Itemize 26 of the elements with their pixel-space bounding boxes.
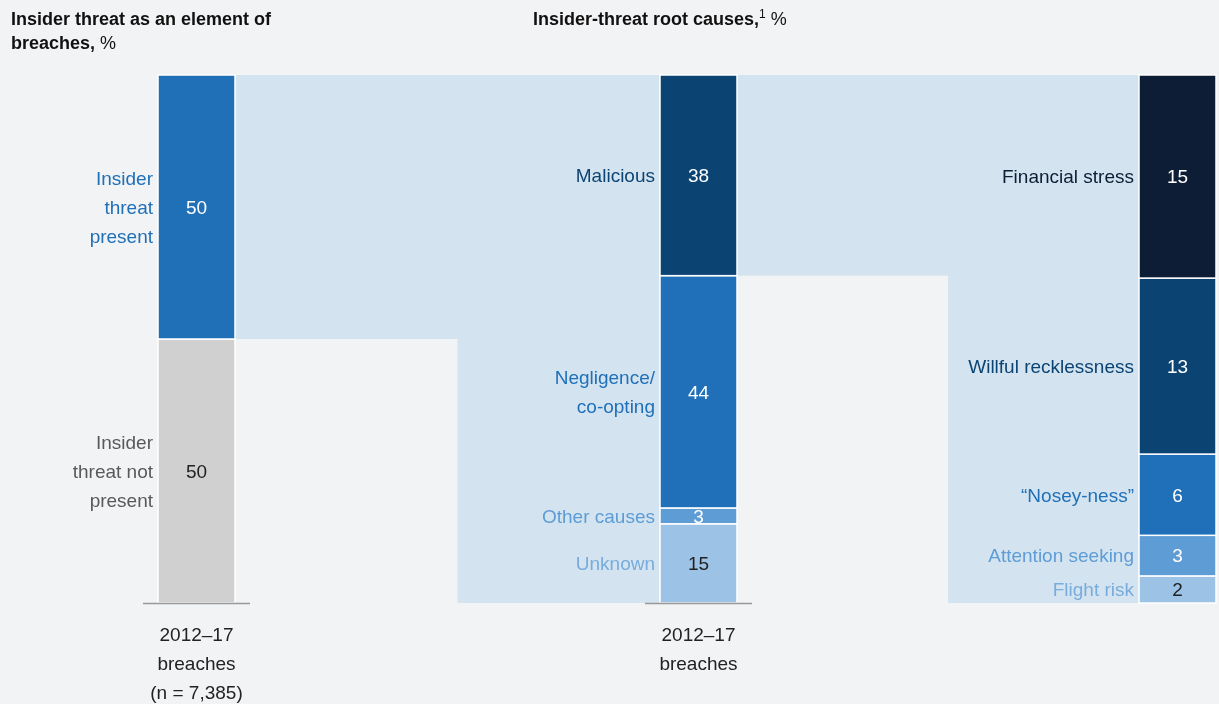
series-label: Insider threat not present: [72, 431, 154, 511]
data-label: 15: [1166, 166, 1189, 188]
data-label: 38: [687, 165, 710, 187]
series-label: Flight risk: [1052, 579, 1135, 601]
data-label: 15: [687, 553, 710, 575]
series-label: Unknown: [575, 553, 655, 575]
x-tick-label: 2012–17 breaches: [659, 624, 738, 674]
x-tick-label: 2012–17 breaches (n = 7,385): [150, 624, 243, 703]
chart-title: Insider threat as an element of breaches, %: [11, 9, 273, 53]
series-label: Willful recklessness: [968, 355, 1134, 377]
data-label: 13: [1166, 355, 1189, 377]
series-label: Negligence/co-opting: [554, 367, 656, 418]
data-label: 50: [185, 460, 208, 482]
data-label: 2: [1172, 579, 1183, 601]
data-label: 44: [687, 381, 710, 403]
series-label: Financial stress: [1002, 166, 1134, 188]
series-label: “Nosey-ness”: [1021, 484, 1134, 506]
chart-title: Insider-threat root causes,$^{1}$ %: [533, 7, 787, 29]
series-label: Other causes: [542, 505, 655, 527]
data-label: 50: [185, 196, 208, 218]
series-label: Insider threat present: [89, 167, 154, 247]
series-label: Attention seeking: [988, 545, 1134, 567]
data-label: 6: [1172, 484, 1183, 506]
data-label: 3: [693, 505, 704, 527]
data-label: 3: [1172, 545, 1183, 567]
series-label: Malicious: [575, 165, 655, 187]
